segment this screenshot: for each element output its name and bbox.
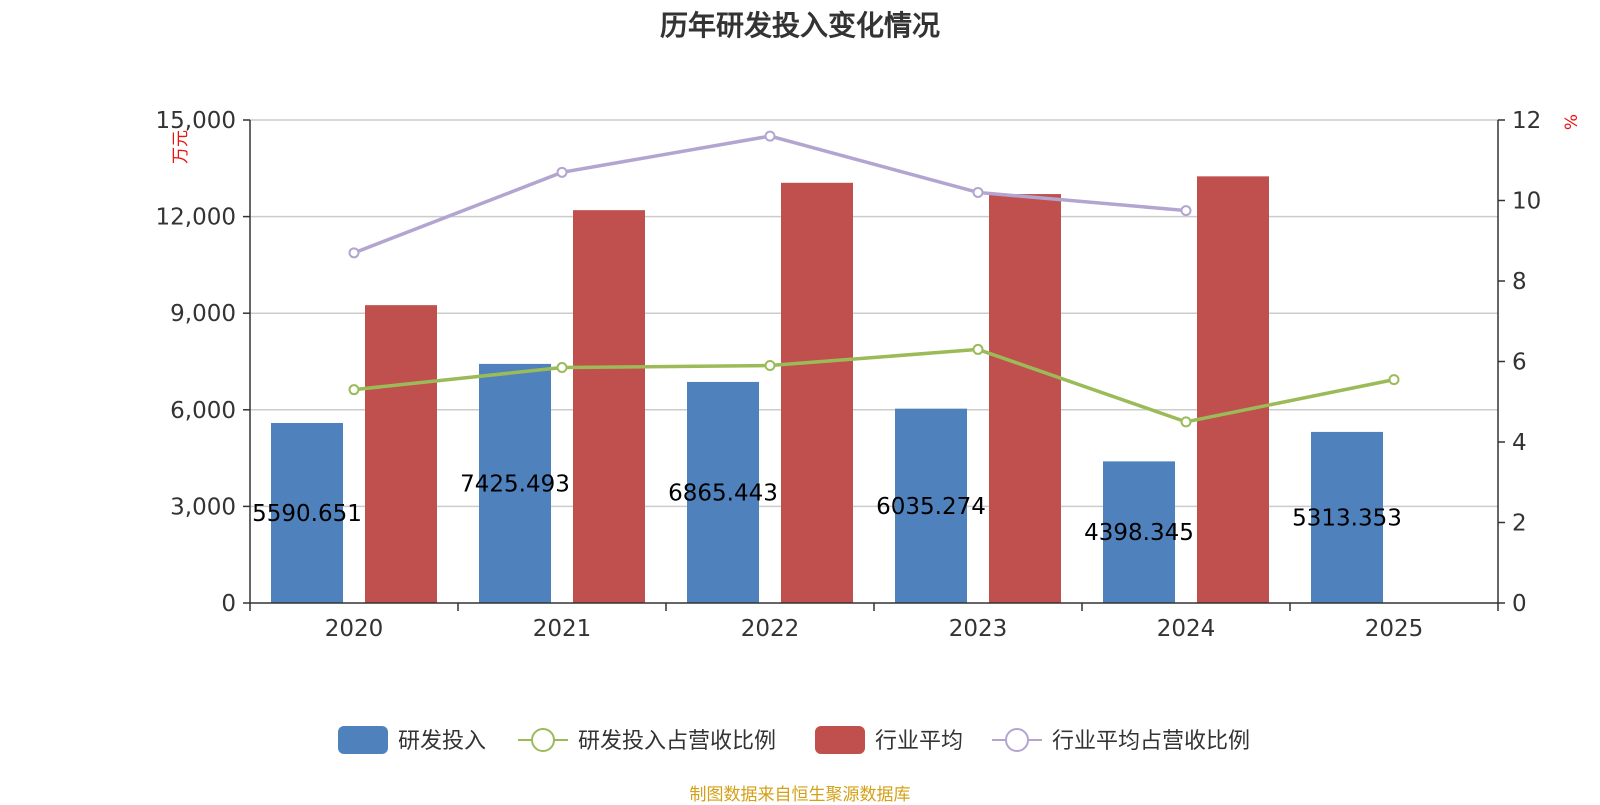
- bar-data-label: 6035.274: [876, 494, 986, 520]
- bar-研发投入: [1311, 431, 1383, 603]
- line-point: [556, 362, 568, 374]
- bar-data-label: 4398.345: [1084, 520, 1194, 546]
- bar-研发投入: [895, 408, 967, 603]
- left-axis-tick-label: 3,000: [170, 494, 236, 520]
- bar-研发投入: [271, 422, 343, 603]
- x-axis-tick-label: 2024: [1157, 616, 1216, 642]
- line-point: [1180, 205, 1192, 217]
- legend-swatch: [338, 726, 388, 754]
- line-point: [348, 384, 360, 396]
- lines: [348, 130, 1400, 428]
- axes: 0 3,000 6,000 9,000 12,000 15,000 0 2 4 6 8 10 12 万元%…: [156, 108, 1582, 642]
- legend-swatch: [815, 726, 865, 754]
- right-axis-unit: %: [1562, 114, 1582, 130]
- line-point: [348, 247, 360, 259]
- x-axis-tick-label: 2022: [741, 616, 800, 642]
- right-axis-tick-label: 0: [1512, 591, 1527, 617]
- left-axis-tick-label: 0: [221, 591, 236, 617]
- bar-data-label: 5590.651: [252, 501, 362, 527]
- x-axis-tick-label: 2025: [1365, 616, 1424, 642]
- x-axis-tick-label: 2021: [533, 616, 592, 642]
- line-point: [556, 166, 568, 178]
- bar-行业平均: [1197, 176, 1269, 603]
- line-point: [1388, 374, 1400, 386]
- bar-研发投入: [479, 363, 551, 603]
- bar-data-label: 6865.443: [668, 480, 778, 506]
- bar-行业平均: [573, 210, 645, 603]
- source-note: 制图数据来自恒生聚源数据库: [689, 785, 911, 805]
- line-行业平均占营收比例: [353, 134, 1187, 255]
- left-axis-tick-label: 12,000: [156, 205, 236, 231]
- left-axis-tick-label: 15,000: [156, 108, 236, 134]
- bar-行业平均: [781, 182, 853, 604]
- legend-label: 行业平均: [875, 729, 963, 754]
- bar-行业平均: [365, 305, 437, 603]
- right-axis-tick-label: 4: [1512, 430, 1527, 456]
- bars: [271, 176, 1383, 604]
- gridlines: [250, 119, 1498, 508]
- line-研发投入占营收比例: [353, 347, 1395, 424]
- data-labels: 5590.651 7425.493 6865.443 6035.274 4398.345…: [252, 471, 1402, 546]
- bar-data-label: 7425.493: [460, 471, 570, 497]
- legend-label: 研发投入: [398, 729, 486, 754]
- line-point: [972, 186, 984, 198]
- bar-研发投入: [687, 381, 759, 603]
- left-axis-tick-label: 6,000: [170, 398, 236, 424]
- legend-marker: [531, 728, 555, 752]
- bar-研发投入: [1103, 461, 1175, 603]
- x-axis-tick-label: 2020: [325, 616, 384, 642]
- line-point: [1180, 416, 1192, 428]
- line-point: [764, 360, 776, 372]
- line-point: [972, 343, 984, 355]
- legend-label: 行业平均占营收比例: [1052, 729, 1250, 754]
- right-axis-tick-label: 12: [1512, 108, 1541, 134]
- right-axis-tick-label: 2: [1512, 511, 1527, 537]
- x-axis-tick-label: 2023: [949, 616, 1008, 642]
- bar-data-label: 5313.353: [1292, 505, 1402, 531]
- right-axis-tick-label: 6: [1512, 350, 1527, 376]
- left-axis-unit: 万元: [171, 130, 191, 164]
- right-axis-tick-label: 10: [1512, 189, 1541, 215]
- line-point: [764, 130, 776, 142]
- right-axis-tick-label: 8: [1512, 269, 1527, 295]
- legend-marker: [1005, 728, 1029, 752]
- left-axis-tick-label: 9,000: [170, 301, 236, 327]
- bar-行业平均: [989, 194, 1061, 603]
- legend-label: 研发投入占营收比例: [578, 729, 776, 754]
- legend: 研发投入 研发投入占营收比例 行业平均 行业平均占营收比例: [338, 726, 1250, 754]
- chart-title: 历年研发投入变化情况: [659, 9, 940, 42]
